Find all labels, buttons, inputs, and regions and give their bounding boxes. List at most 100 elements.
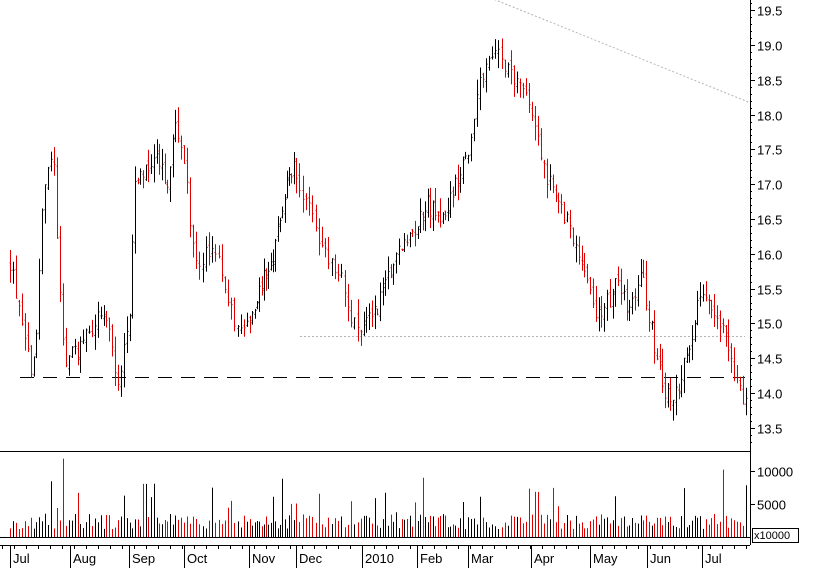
price-candle bbox=[360, 329, 363, 346]
price-tick-label: 14.5 bbox=[757, 352, 782, 367]
price-candle bbox=[208, 232, 211, 266]
price-candle bbox=[261, 276, 264, 296]
price-tick-label: 13.5 bbox=[757, 422, 782, 437]
price-candle bbox=[648, 300, 651, 332]
price-candle bbox=[623, 284, 626, 301]
price-candle bbox=[628, 299, 631, 322]
price-candle bbox=[274, 238, 277, 272]
price-candle bbox=[195, 231, 198, 269]
price-candle bbox=[745, 387, 748, 416]
price-tick-label: 15.0 bbox=[757, 317, 782, 332]
price-candle bbox=[9, 250, 12, 283]
price-candle bbox=[256, 300, 259, 310]
price-candle bbox=[279, 217, 282, 233]
price-candle bbox=[653, 310, 656, 364]
price-candle bbox=[411, 229, 414, 238]
price-candle bbox=[103, 305, 106, 326]
price-candle bbox=[672, 399, 675, 421]
price-candle bbox=[88, 325, 91, 334]
price-candle bbox=[742, 375, 745, 405]
price-candle bbox=[634, 288, 637, 311]
price-candle bbox=[198, 251, 201, 280]
price-candle bbox=[401, 248, 404, 251]
price-candle bbox=[710, 299, 713, 319]
price-candle bbox=[470, 133, 473, 162]
price-candle bbox=[365, 306, 368, 333]
price-candle bbox=[267, 261, 270, 289]
price-candle bbox=[340, 263, 343, 278]
price-candle bbox=[272, 249, 275, 273]
price-candle bbox=[549, 164, 552, 191]
price-candle bbox=[589, 276, 592, 295]
price-candle bbox=[368, 303, 371, 330]
price-candle bbox=[578, 236, 581, 265]
price-candle bbox=[50, 151, 53, 172]
price-candle bbox=[510, 50, 513, 85]
price-candle bbox=[540, 128, 543, 161]
price-candle bbox=[442, 212, 445, 224]
price-candle bbox=[560, 194, 563, 214]
price-candle bbox=[298, 163, 301, 198]
price-candle bbox=[286, 170, 289, 199]
price-candles bbox=[9, 38, 748, 421]
volume-axis: 5000 10000 x10000 bbox=[750, 465, 799, 543]
price-candle bbox=[251, 311, 254, 325]
price-candle bbox=[12, 261, 15, 284]
price-candle bbox=[82, 329, 85, 345]
price-candle bbox=[667, 383, 670, 408]
price-candle bbox=[586, 263, 589, 284]
price-candle bbox=[686, 347, 689, 363]
month-label: Jul bbox=[705, 551, 722, 566]
price-candle bbox=[174, 109, 177, 143]
price-tick-label: 18.5 bbox=[757, 74, 782, 89]
price-candle bbox=[371, 300, 374, 327]
price-candle bbox=[290, 173, 293, 184]
price-candle bbox=[664, 372, 667, 409]
price-candle bbox=[464, 151, 467, 160]
price-candle bbox=[457, 164, 460, 201]
price-candle bbox=[142, 170, 145, 189]
volume-tick-label: 5000 bbox=[757, 498, 786, 513]
price-candle bbox=[406, 234, 409, 247]
price-candle bbox=[318, 218, 321, 256]
price-candle bbox=[519, 78, 522, 98]
price-candle bbox=[557, 192, 560, 214]
price-candle bbox=[598, 297, 601, 332]
price-candle bbox=[65, 327, 68, 368]
price-candle bbox=[583, 253, 586, 278]
price-candle bbox=[617, 266, 620, 287]
price-candle bbox=[44, 184, 47, 224]
price-candle bbox=[180, 135, 183, 160]
price-candle bbox=[21, 293, 24, 326]
month-label: 2010 bbox=[365, 551, 394, 566]
price-candle bbox=[77, 341, 80, 366]
price-candle bbox=[661, 348, 664, 393]
price-candle bbox=[224, 276, 227, 294]
price-candle bbox=[680, 365, 683, 398]
price-candle bbox=[537, 115, 540, 146]
price-candle bbox=[202, 252, 205, 283]
price-candle bbox=[513, 65, 516, 97]
price-candle bbox=[94, 314, 97, 350]
price-candle bbox=[108, 317, 111, 342]
month-label: Jun bbox=[650, 551, 671, 566]
price-candle bbox=[353, 317, 356, 330]
price-candle bbox=[237, 325, 240, 337]
price-candle bbox=[311, 195, 314, 223]
price-candle bbox=[476, 79, 479, 127]
price-candle bbox=[71, 346, 74, 359]
price-candle bbox=[736, 364, 739, 384]
price-candle bbox=[161, 148, 164, 181]
price-candle bbox=[516, 71, 519, 94]
price-tick-label: 17.5 bbox=[757, 143, 782, 158]
price-candle bbox=[120, 365, 123, 397]
price-candle bbox=[555, 184, 558, 203]
price-candle bbox=[288, 167, 291, 186]
price-candle bbox=[444, 210, 447, 221]
price-candle bbox=[18, 299, 21, 317]
month-label: Mar bbox=[471, 551, 494, 566]
price-candle bbox=[295, 157, 298, 194]
price-candle bbox=[637, 275, 640, 307]
price-candle bbox=[126, 316, 129, 353]
